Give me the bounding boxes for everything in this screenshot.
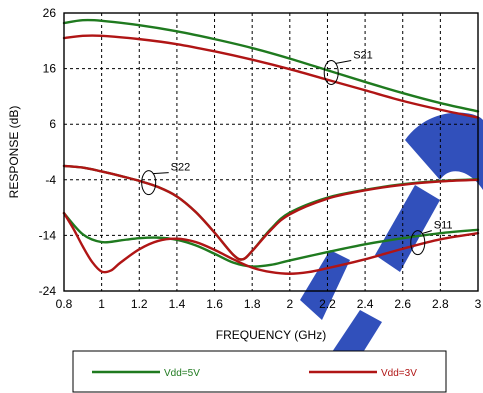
tick-labels: 0.8 1 1.2 1.4 1.6 1.8 2 2.2 2.4 2.6 2.8 3 26 16 6 -4 -14…	[39, 6, 482, 311]
y-tick-label: 6	[49, 117, 56, 131]
series-line-s11-vdd5	[62, 211, 480, 268]
x-tick-label: 2.6	[394, 297, 411, 311]
annotation-label-s11: S11	[434, 220, 453, 232]
x-tick-label: 2.8	[432, 297, 449, 311]
y-tick-label: -4	[45, 173, 56, 187]
annotation-ellipse	[141, 170, 157, 196]
x-tick-label: 0.8	[56, 297, 73, 311]
x-tick-label: 1.4	[169, 297, 186, 311]
watermark-shape	[375, 185, 440, 272]
y-tick-label: 26	[43, 6, 57, 20]
annotation-leader	[421, 230, 432, 235]
legend-label-vdd3: Vdd=3V	[381, 368, 417, 379]
series-line-s22-vdd3	[62, 164, 480, 261]
x-tick-label: 1.8	[244, 297, 261, 311]
x-tick-label: 1	[98, 297, 105, 311]
annotation-leader	[335, 60, 352, 64]
x-tick-label: 2.4	[357, 297, 374, 311]
x-tick-label: 1.6	[206, 297, 223, 311]
x-tick-label: 2.2	[319, 297, 336, 311]
x-axis-label: FREQUENCY (GHz)	[216, 328, 326, 342]
legend-label-vdd5: Vdd=5V	[164, 368, 200, 379]
x-tick-label: 2	[286, 297, 293, 311]
y-tick-label: -14	[39, 228, 57, 242]
series-line-s21-vdd5	[62, 18, 480, 113]
y-axis-label: RESPONSE (dB)	[7, 106, 21, 199]
annotation-label-s21: S21	[353, 49, 373, 61]
legend: Vdd=5V Vdd=3V	[72, 350, 447, 393]
annotation-ellipse	[323, 59, 339, 85]
annotation-label-s22: S22	[171, 162, 191, 174]
series-line-s11-vdd3	[62, 211, 480, 275]
watermark-shape	[300, 250, 350, 320]
series-line-s21-vdd3	[62, 34, 480, 119]
annotation-ellipse	[410, 230, 426, 256]
y-tick-label: 16	[43, 62, 57, 76]
y-tick-label: -24	[39, 284, 57, 298]
series-layer	[62, 18, 480, 275]
x-tick-label: 3	[475, 297, 482, 311]
plot-frame	[63, 12, 479, 292]
annotations: S21 S22 S11	[141, 49, 453, 256]
x-tick-label: 1.2	[131, 297, 148, 311]
annotation-leader	[152, 172, 169, 175]
watermark-shape	[405, 112, 483, 190]
